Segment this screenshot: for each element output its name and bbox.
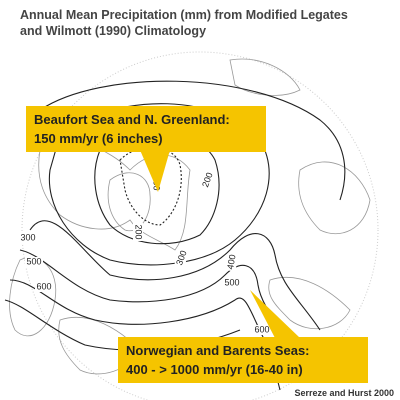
contour-label: 200 [200, 171, 215, 189]
contour-label: 300 [20, 232, 35, 242]
contour-label: 500 [26, 256, 41, 266]
contour-label-bg [225, 252, 239, 272]
contour-label-bg [19, 233, 37, 243]
callout-text: 400 - > 1000 mm/yr (16-40 in) [126, 362, 303, 377]
callout-box [26, 106, 266, 152]
contour-label: 500 [224, 277, 239, 287]
callout-text: Norwegian and Barents Seas: [126, 343, 310, 358]
contour-label-bg [253, 325, 271, 335]
contour-label-bg [35, 282, 53, 292]
callout-text: 150 mm/yr (6 inches) [34, 131, 163, 146]
callout-box [118, 337, 368, 383]
contour-label-bg [133, 223, 143, 241]
credit: Serreze and Hurst 2000 [294, 388, 394, 398]
callout-arrow [250, 290, 300, 338]
contour-label: 300 [174, 249, 189, 267]
contour-label: 200 [134, 224, 144, 239]
contour-label-bg [200, 169, 216, 191]
callout-text: Beaufort Sea and N. Greenland: [34, 112, 230, 127]
contour-label-bg [25, 257, 43, 267]
title-line: and Wilmott (1990) Climatology [20, 24, 206, 38]
contour-label-bg [174, 247, 190, 269]
contour-label: 400 [225, 254, 237, 271]
contour-labels: 150200200300300400500500600600 [19, 169, 271, 335]
map-boundary [21, 51, 379, 400]
contour-label-bg [223, 278, 241, 288]
contour-label: 600 [254, 324, 269, 334]
title-line: Annual Mean Precipitation (mm) from Modi… [20, 8, 348, 22]
contour-label: 600 [36, 281, 51, 291]
callout-arrow [140, 150, 170, 192]
callout-2: Norwegian and Barents Seas: 400 - > 1000… [118, 290, 368, 383]
callout-1: Beaufort Sea and N. Greenland: 150 mm/yr… [26, 106, 266, 192]
title: Annual Mean Precipitation (mm) from Modi… [20, 8, 348, 38]
